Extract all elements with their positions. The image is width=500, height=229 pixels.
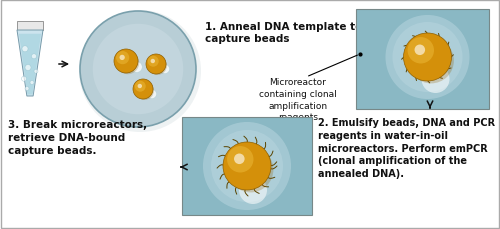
Polygon shape: [17, 31, 43, 97]
Circle shape: [150, 60, 155, 64]
Polygon shape: [19, 35, 41, 95]
Circle shape: [25, 87, 29, 91]
Circle shape: [211, 131, 283, 202]
Circle shape: [116, 52, 129, 65]
Circle shape: [414, 45, 425, 56]
Circle shape: [138, 85, 142, 89]
Circle shape: [160, 65, 170, 74]
Circle shape: [135, 82, 154, 101]
Circle shape: [148, 90, 156, 99]
Circle shape: [223, 142, 271, 190]
Circle shape: [386, 16, 469, 100]
Circle shape: [93, 25, 183, 115]
Circle shape: [404, 34, 452, 82]
Circle shape: [227, 146, 254, 173]
Circle shape: [114, 50, 138, 74]
Text: 3. Break microreactors,
retrieve DNA-bound
capture beads.: 3. Break microreactors, retrieve DNA-bou…: [8, 120, 147, 156]
Circle shape: [80, 12, 196, 128]
Circle shape: [120, 55, 125, 61]
Circle shape: [79, 11, 201, 132]
Circle shape: [22, 77, 26, 82]
Circle shape: [228, 147, 274, 193]
Circle shape: [32, 55, 36, 60]
Text: 2. Emulsify beads, DNA and PCR
reagents in water-in-oil
microreactors. Perform e: 2. Emulsify beads, DNA and PCR reagents …: [318, 117, 495, 178]
FancyBboxPatch shape: [17, 22, 43, 31]
Circle shape: [408, 39, 454, 84]
Circle shape: [422, 66, 450, 94]
Circle shape: [203, 123, 291, 210]
Text: 1. Anneal DNA template to DNA
capture beads: 1. Anneal DNA template to DNA capture be…: [205, 22, 392, 44]
Circle shape: [25, 65, 31, 71]
Circle shape: [34, 70, 38, 74]
Circle shape: [134, 81, 145, 92]
Circle shape: [146, 55, 166, 75]
Circle shape: [133, 80, 153, 100]
Circle shape: [148, 57, 158, 67]
Circle shape: [30, 81, 34, 85]
Circle shape: [22, 46, 28, 52]
FancyBboxPatch shape: [356, 10, 489, 109]
FancyBboxPatch shape: [182, 117, 312, 215]
Circle shape: [148, 57, 167, 76]
Circle shape: [116, 52, 139, 75]
Circle shape: [239, 176, 267, 204]
Circle shape: [392, 23, 462, 93]
Circle shape: [408, 38, 434, 64]
Circle shape: [132, 62, 142, 73]
Circle shape: [234, 154, 244, 164]
Text: Microreactor
containing clonal
amplification
reagents: Microreactor containing clonal amplifica…: [259, 78, 337, 122]
